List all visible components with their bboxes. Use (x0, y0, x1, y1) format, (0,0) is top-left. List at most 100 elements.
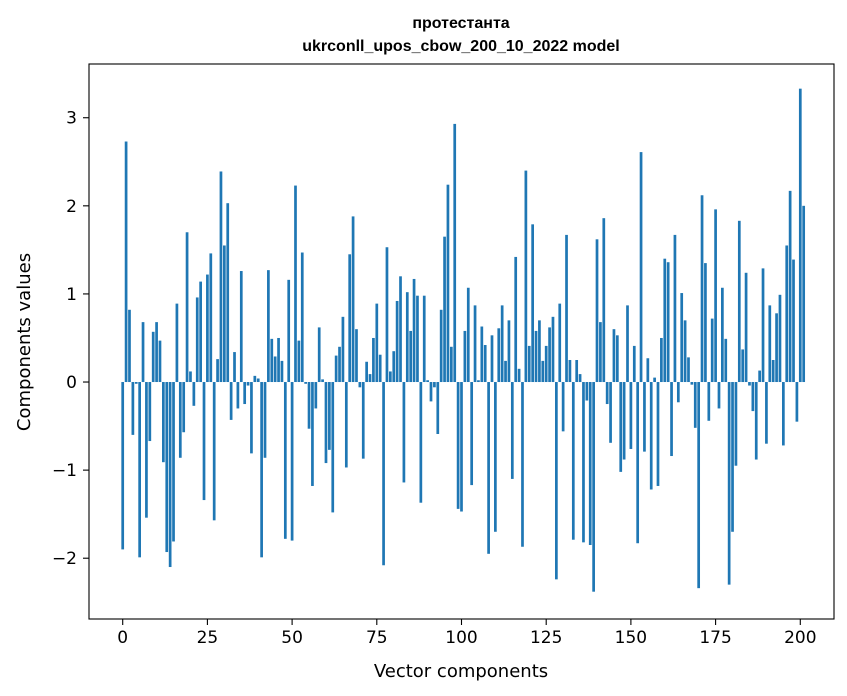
bar-147 (619, 382, 623, 472)
bar-50 (290, 382, 294, 541)
bar-127 (551, 316, 555, 383)
bar-133 (571, 382, 575, 540)
y-tick-label: 0 (66, 373, 77, 393)
bar-60 (324, 382, 328, 464)
bar-103 (470, 382, 474, 486)
bar-83 (402, 382, 406, 483)
x-tick-label: 25 (197, 628, 219, 648)
bar-33 (233, 352, 236, 383)
bar-101 (463, 330, 467, 383)
bar-192 (771, 360, 775, 383)
bar-175 (714, 209, 717, 383)
bar-123 (538, 320, 541, 383)
bar-4 (134, 382, 138, 384)
y-tick-label: 1 (66, 285, 77, 305)
bar-106 (480, 326, 484, 383)
bar-31 (226, 203, 230, 383)
bar-176 (717, 382, 721, 409)
bar-199 (795, 382, 799, 422)
bar-121 (531, 224, 534, 383)
bar-41 (260, 382, 263, 558)
bar-135 (578, 374, 582, 383)
bar-42 (263, 382, 267, 458)
bar-157 (653, 377, 656, 383)
bar-5 (138, 382, 141, 558)
bar-134 (575, 360, 579, 383)
bar-162 (670, 382, 673, 457)
y-tick-label: −1 (52, 461, 77, 481)
bar-146 (615, 335, 619, 383)
bar-136 (582, 382, 585, 543)
bar-49 (287, 279, 291, 383)
bar-36 (243, 382, 247, 405)
bar-105 (477, 380, 480, 383)
bar-195 (782, 382, 785, 446)
bar-191 (768, 305, 772, 383)
chart-title: протестанта (412, 15, 509, 32)
bar-43 (267, 270, 270, 383)
bars-group (121, 88, 806, 592)
bar-17 (178, 382, 182, 458)
bar-76 (378, 354, 382, 383)
bar-88 (419, 382, 423, 503)
bar-85 (409, 330, 413, 383)
bar-21 (192, 382, 196, 406)
bar-177 (721, 287, 724, 383)
y-axis-label: Components values (14, 253, 35, 431)
bar-93 (436, 382, 440, 434)
bar-6 (141, 322, 145, 383)
bar-89 (422, 295, 426, 383)
x-tick-label: 200 (784, 628, 816, 648)
bar-91 (429, 382, 433, 402)
bar-170 (697, 382, 701, 589)
bar-164 (676, 382, 680, 403)
bar-189 (761, 268, 765, 383)
bar-148 (622, 382, 626, 460)
bar-32 (229, 382, 233, 420)
bar-125 (544, 345, 548, 383)
bar-79 (389, 371, 392, 383)
bar-13 (165, 382, 169, 553)
bar-45 (273, 356, 277, 383)
bar-138 (588, 382, 592, 545)
x-tick-label: 100 (445, 628, 477, 648)
bar-15 (172, 382, 175, 542)
bar-74 (372, 337, 375, 383)
bar-7 (145, 382, 148, 518)
bar-0 (121, 382, 125, 550)
bar-84 (405, 292, 409, 383)
bar-86 (412, 278, 416, 383)
bar-181 (734, 382, 738, 466)
bar-16 (175, 303, 179, 383)
bar-14 (168, 382, 172, 568)
bar-150 (629, 382, 633, 449)
bar-19 (185, 232, 189, 383)
bar-132 (568, 360, 572, 383)
bar-65 (341, 316, 345, 383)
bar-54 (304, 382, 308, 384)
bar-47 (280, 360, 284, 383)
bar-165 (680, 293, 684, 383)
bar-182 (737, 220, 741, 383)
bar-126 (548, 327, 551, 383)
bar-66 (344, 382, 348, 468)
bar-178 (724, 338, 728, 383)
bar-143 (605, 382, 609, 405)
bar-137 (585, 382, 589, 401)
bar-166 (683, 320, 687, 383)
bar-122 (534, 330, 538, 383)
bar-158 (656, 382, 660, 486)
bar-179 (727, 382, 731, 585)
bar-114 (507, 320, 511, 383)
bar-171 (700, 195, 704, 383)
bar-70 (358, 382, 362, 388)
bar-161 (666, 262, 670, 383)
y-tick-label: 3 (66, 109, 77, 129)
plot-frame (88, 63, 835, 620)
bar-30 (222, 245, 226, 383)
bar-20 (189, 371, 192, 383)
bar-155 (646, 358, 650, 383)
bar-10 (155, 322, 158, 383)
bar-2 (128, 309, 131, 383)
bar-51 (294, 185, 297, 383)
